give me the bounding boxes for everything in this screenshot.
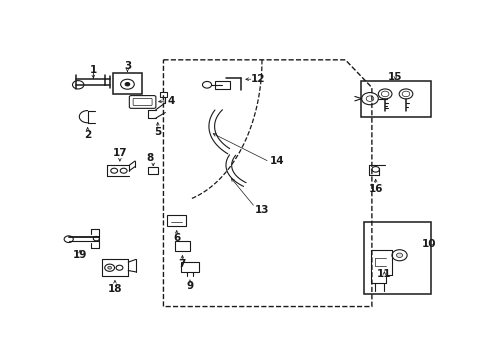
Bar bbox=[159, 92, 167, 97]
Bar bbox=[364, 222, 430, 294]
Text: 1: 1 bbox=[89, 64, 97, 75]
Text: 4: 4 bbox=[167, 96, 174, 105]
Text: 7: 7 bbox=[178, 260, 186, 269]
Text: 11: 11 bbox=[376, 269, 391, 279]
Bar bbox=[148, 167, 158, 174]
Bar bbox=[214, 81, 229, 89]
Text: 8: 8 bbox=[146, 153, 154, 163]
Text: 13: 13 bbox=[254, 205, 268, 215]
Text: 12: 12 bbox=[250, 74, 265, 84]
Bar bbox=[181, 262, 198, 273]
Bar bbox=[175, 242, 189, 251]
Text: 5: 5 bbox=[154, 127, 161, 137]
Text: 6: 6 bbox=[173, 233, 180, 243]
Circle shape bbox=[107, 266, 111, 269]
Bar bbox=[113, 73, 142, 94]
Text: 9: 9 bbox=[186, 281, 193, 291]
Text: 16: 16 bbox=[367, 184, 382, 194]
Text: 3: 3 bbox=[123, 61, 131, 71]
Bar bbox=[167, 215, 186, 226]
Text: 18: 18 bbox=[107, 284, 122, 293]
Circle shape bbox=[125, 82, 129, 86]
Text: 14: 14 bbox=[269, 156, 284, 166]
Text: 10: 10 bbox=[421, 239, 435, 249]
Bar bbox=[360, 81, 430, 117]
FancyBboxPatch shape bbox=[129, 96, 156, 108]
Circle shape bbox=[396, 253, 402, 257]
Text: 2: 2 bbox=[84, 130, 91, 140]
Text: 15: 15 bbox=[387, 72, 402, 82]
Text: 17: 17 bbox=[112, 148, 127, 158]
Text: 19: 19 bbox=[73, 250, 87, 260]
